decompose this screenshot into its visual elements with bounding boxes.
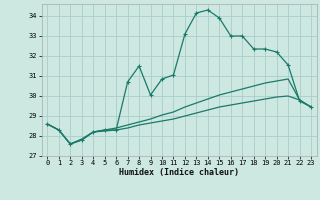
X-axis label: Humidex (Indice chaleur): Humidex (Indice chaleur) [119, 168, 239, 177]
